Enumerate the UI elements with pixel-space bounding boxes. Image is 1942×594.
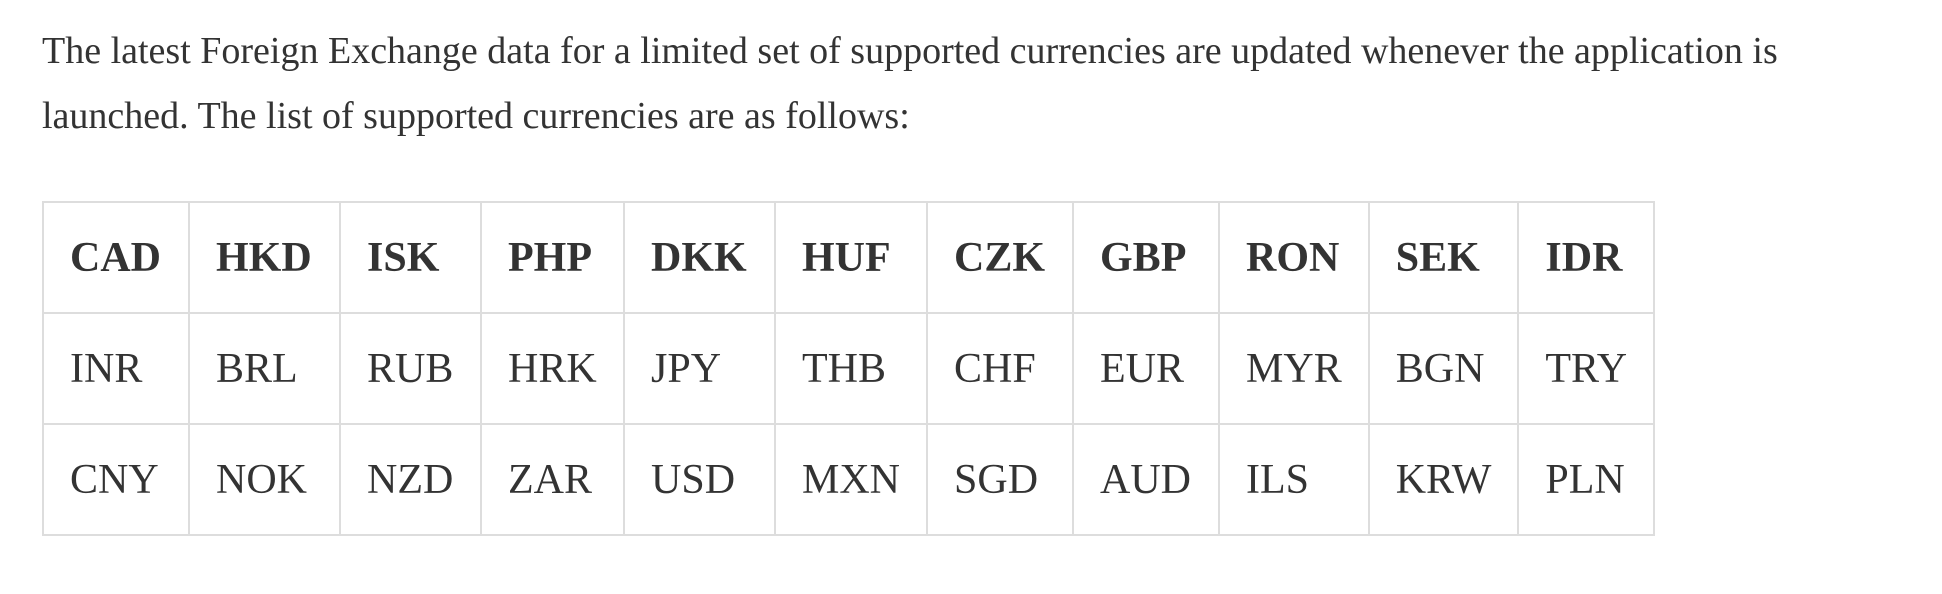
table-header-row: CAD HKD ISK PHP DKK HUF CZK GBP RON SEK … bbox=[42, 201, 1656, 314]
table-cell: MYR bbox=[1218, 312, 1370, 425]
table-cell: USD bbox=[623, 423, 776, 536]
table-cell: ILS bbox=[1218, 423, 1370, 536]
table-cell: PLN bbox=[1517, 423, 1656, 536]
table-cell: INR bbox=[42, 312, 190, 425]
table-cell: TRY bbox=[1517, 312, 1656, 425]
table-cell: SGD bbox=[926, 423, 1075, 536]
table-cell: BRL bbox=[188, 312, 341, 425]
table-header-cell: SEK bbox=[1367, 201, 1520, 314]
intro-paragraph: The latest Foreign Exchange data for a l… bbox=[42, 30, 1778, 137]
table-cell: HRK bbox=[480, 312, 625, 425]
table-cell: CHF bbox=[926, 312, 1075, 425]
table-cell: EUR bbox=[1072, 312, 1221, 425]
table-header-cell: IDR bbox=[1517, 201, 1656, 314]
table-cell: AUD bbox=[1072, 423, 1221, 536]
table-row: INR BRL RUB HRK JPY THB CHF EUR MYR BGN … bbox=[42, 312, 1656, 425]
table-header-cell: CZK bbox=[926, 201, 1075, 314]
table-row: CNY NOK NZD ZAR USD MXN SGD AUD ILS KRW … bbox=[42, 423, 1656, 536]
table-header-cell: RON bbox=[1218, 201, 1370, 314]
table-header-cell: PHP bbox=[480, 201, 625, 314]
table-header-cell: GBP bbox=[1072, 201, 1221, 314]
table-cell: KRW bbox=[1367, 423, 1520, 536]
table-cell: CNY bbox=[42, 423, 190, 536]
table-header-cell: DKK bbox=[623, 201, 776, 314]
table-cell: MXN bbox=[773, 423, 929, 536]
table-header-cell: HUF bbox=[773, 201, 929, 314]
table-cell: JPY bbox=[623, 312, 776, 425]
table-cell: BGN bbox=[1367, 312, 1520, 425]
table-header-cell: CAD bbox=[42, 201, 190, 314]
table-cell: RUB bbox=[339, 312, 482, 425]
table-header-cell: ISK bbox=[339, 201, 482, 314]
table-cell: NZD bbox=[339, 423, 482, 536]
table-cell: NOK bbox=[188, 423, 341, 536]
table-cell: THB bbox=[773, 312, 929, 425]
table-cell: ZAR bbox=[480, 423, 625, 536]
table-header-cell: HKD bbox=[188, 201, 341, 314]
supported-currencies-table: CAD HKD ISK PHP DKK HUF CZK GBP RON SEK … bbox=[42, 201, 1656, 536]
